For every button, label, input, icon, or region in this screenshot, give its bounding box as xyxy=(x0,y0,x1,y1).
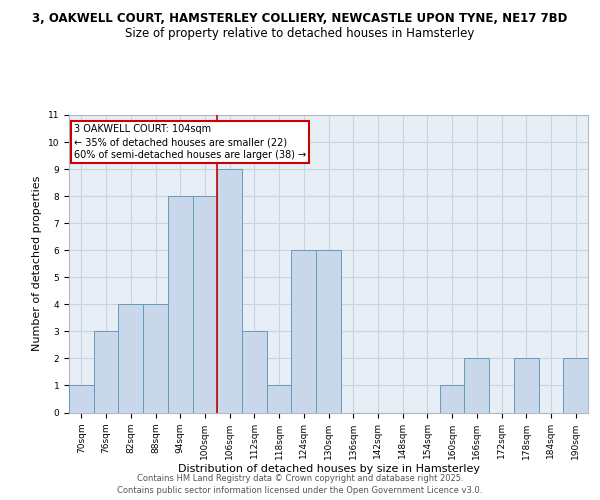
Bar xyxy=(440,386,464,412)
Bar xyxy=(267,386,292,412)
Bar xyxy=(217,169,242,412)
Bar xyxy=(143,304,168,412)
Bar xyxy=(118,304,143,412)
Bar xyxy=(193,196,217,412)
Bar xyxy=(514,358,539,412)
Bar xyxy=(242,332,267,412)
Bar xyxy=(168,196,193,412)
Text: 3 OAKWELL COURT: 104sqm
← 35% of detached houses are smaller (22)
60% of semi-de: 3 OAKWELL COURT: 104sqm ← 35% of detache… xyxy=(74,124,307,160)
Bar xyxy=(69,386,94,412)
Bar xyxy=(464,358,489,412)
X-axis label: Distribution of detached houses by size in Hamsterley: Distribution of detached houses by size … xyxy=(178,464,479,474)
Bar xyxy=(292,250,316,412)
Y-axis label: Number of detached properties: Number of detached properties xyxy=(32,176,42,352)
Bar xyxy=(563,358,588,412)
Text: Contains HM Land Registry data © Crown copyright and database right 2025.
Contai: Contains HM Land Registry data © Crown c… xyxy=(118,474,482,495)
Text: 3, OAKWELL COURT, HAMSTERLEY COLLIERY, NEWCASTLE UPON TYNE, NE17 7BD: 3, OAKWELL COURT, HAMSTERLEY COLLIERY, N… xyxy=(32,12,568,26)
Bar xyxy=(316,250,341,412)
Text: Size of property relative to detached houses in Hamsterley: Size of property relative to detached ho… xyxy=(125,28,475,40)
Bar xyxy=(94,332,118,412)
